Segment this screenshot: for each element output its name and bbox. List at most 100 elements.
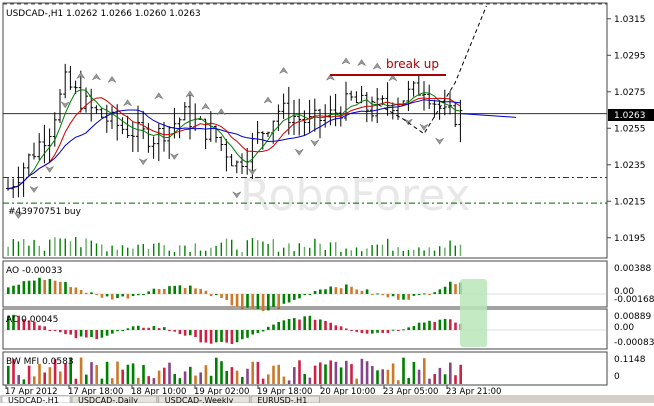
time-tick-label: 23 Apr 21:00 bbox=[446, 387, 501, 397]
volume-bar bbox=[335, 242, 337, 256]
ao-bar bbox=[402, 294, 405, 300]
bwmfi-bar bbox=[449, 362, 452, 384]
ao-bar bbox=[267, 294, 270, 311]
bwmfi-bar bbox=[282, 376, 286, 384]
ac-bar bbox=[345, 328, 348, 330]
ao-bar bbox=[417, 294, 421, 295]
ac-bar bbox=[131, 326, 135, 330]
bwmfi-bar bbox=[407, 378, 410, 384]
volume-bar bbox=[106, 251, 108, 256]
ac-bar bbox=[7, 315, 10, 330]
ao-bar bbox=[33, 280, 36, 294]
bwmfi-bar bbox=[230, 367, 234, 384]
fractal-up-arrow bbox=[278, 66, 289, 75]
ao-bar bbox=[121, 294, 124, 297]
bwmfi-bar bbox=[428, 378, 431, 384]
time-tick-label: 19 Apr 18:00 bbox=[257, 387, 312, 397]
bwmfi-bar bbox=[121, 369, 124, 384]
ao-bar bbox=[334, 287, 338, 294]
ac-bar bbox=[116, 330, 119, 332]
ac-bar bbox=[194, 330, 197, 337]
price-tick-label: 1.0195 bbox=[614, 234, 646, 244]
fractal-up-arrow bbox=[76, 71, 86, 80]
ac-bar bbox=[391, 329, 395, 331]
ao-bar bbox=[246, 294, 249, 308]
bwmfi-bar bbox=[194, 375, 197, 384]
fractal-up-arrow bbox=[372, 62, 382, 70]
bwmfi-bar bbox=[371, 366, 374, 384]
volume-bar bbox=[225, 238, 228, 256]
volume-bar bbox=[298, 243, 300, 256]
volume-bar bbox=[413, 249, 415, 256]
price-tick-label: 1.0315 bbox=[614, 15, 646, 25]
ao-bar bbox=[131, 294, 135, 297]
ao-bar bbox=[365, 289, 369, 294]
ao-bar bbox=[241, 294, 244, 309]
ma-red-line bbox=[7, 97, 461, 190]
watermark: RoboForex bbox=[240, 170, 470, 221]
ao-bar bbox=[64, 281, 67, 294]
bwmfi-tick-label: 0 bbox=[614, 372, 620, 382]
tab-bar bbox=[0, 395, 654, 403]
volume-bar bbox=[402, 250, 404, 256]
bwmfi-bar bbox=[261, 378, 265, 384]
ac-tick-label: -0.00083 bbox=[614, 338, 654, 348]
ao-bar bbox=[100, 294, 104, 298]
ao-bar bbox=[7, 287, 10, 294]
bwmfi-bar bbox=[298, 360, 301, 384]
volume-bar bbox=[116, 249, 118, 256]
ao-bar bbox=[407, 294, 410, 300]
ac-bar bbox=[339, 326, 343, 330]
ao-bar bbox=[53, 280, 57, 294]
ac-bar bbox=[59, 330, 62, 333]
fractal-up-arrow bbox=[107, 75, 117, 84]
ac-bar bbox=[38, 325, 41, 330]
bwmfi-bar bbox=[168, 362, 171, 384]
bwmfi-bar bbox=[17, 375, 20, 384]
volume-bar bbox=[12, 239, 14, 256]
ac-panel-frame bbox=[2, 308, 608, 350]
ao-bar bbox=[178, 285, 182, 294]
bwmfi-bar bbox=[220, 361, 223, 384]
volume-bar bbox=[293, 251, 295, 256]
volume-bar bbox=[220, 242, 222, 256]
volume-bar bbox=[329, 242, 332, 256]
ao-bar bbox=[85, 292, 88, 294]
time-tick-label: 17 Apr 2012 bbox=[5, 387, 58, 397]
bwmfi-bar bbox=[287, 380, 291, 384]
price-tick-label: 1.0215 bbox=[614, 197, 646, 207]
bwmfi-bar bbox=[251, 361, 254, 384]
order-label: #43970751 buy bbox=[8, 207, 82, 217]
ao-bar bbox=[48, 278, 52, 294]
ao-bar bbox=[220, 294, 223, 299]
ac-bar bbox=[105, 330, 109, 336]
fractal-up-arrow bbox=[200, 102, 211, 111]
price-tick-label: 1.0255 bbox=[614, 124, 646, 134]
ac-bar bbox=[173, 330, 176, 332]
volume-bar bbox=[121, 245, 124, 256]
ac-bar bbox=[355, 330, 358, 332]
fractal-up-arrow bbox=[325, 73, 336, 81]
bwmfi-bar bbox=[204, 365, 208, 384]
fractal-up-arrow bbox=[122, 99, 133, 107]
ac-bar bbox=[407, 327, 410, 330]
fractal-down-arrow bbox=[247, 168, 258, 176]
ao-bar bbox=[126, 294, 130, 299]
ao-bar bbox=[381, 294, 384, 296]
ac-bar bbox=[225, 330, 228, 343]
bwmfi-bar bbox=[95, 365, 98, 384]
ao-bar bbox=[230, 294, 234, 306]
breakout-label: break up bbox=[386, 57, 439, 71]
bwmfi-bar bbox=[365, 361, 369, 384]
bwmfi-bar bbox=[147, 376, 150, 384]
volume-bar bbox=[153, 243, 155, 256]
ac-bar bbox=[350, 330, 353, 331]
ao-bar bbox=[443, 286, 447, 294]
ac-bar bbox=[381, 330, 384, 333]
volume-bar bbox=[267, 244, 269, 256]
ao-bar bbox=[256, 294, 260, 310]
time-tick-label: 20 Apr 10:00 bbox=[320, 387, 375, 397]
volume-bar bbox=[387, 238, 389, 256]
ac-bar bbox=[417, 322, 421, 330]
bwmfi-bar bbox=[105, 361, 109, 384]
